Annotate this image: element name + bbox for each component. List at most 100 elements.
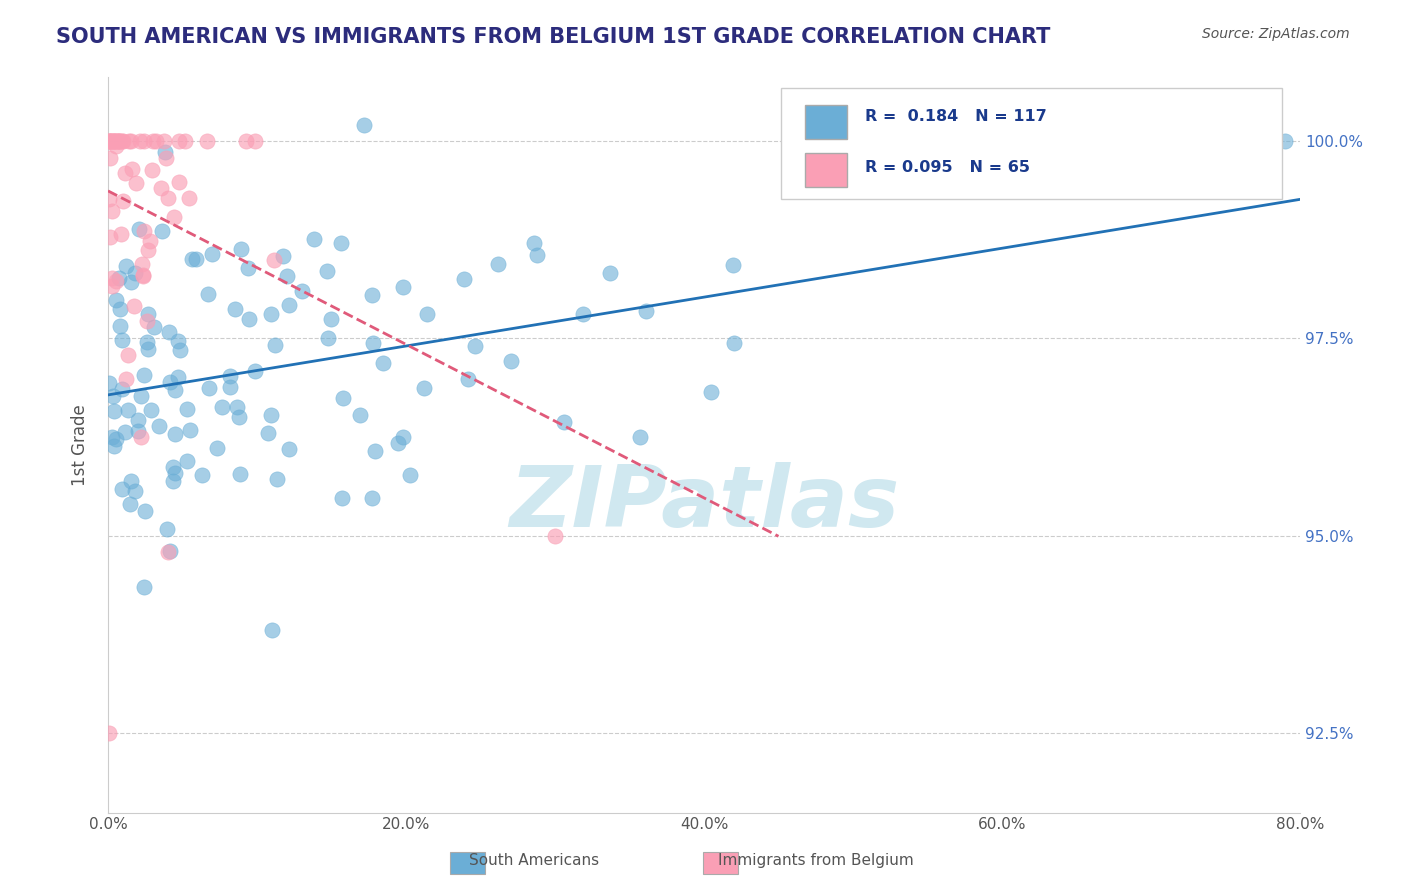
South Americans	[387, 436, 409, 450]
South Americans	[219, 369, 242, 384]
Immigrants from Belgium	[122, 299, 145, 313]
South Americans	[464, 338, 486, 352]
South Americans	[132, 368, 155, 382]
Immigrants from Belgium	[111, 134, 134, 148]
South Americans	[157, 325, 180, 339]
South Americans	[201, 247, 224, 261]
Immigrants from Belgium	[235, 134, 257, 148]
South Americans	[226, 401, 249, 415]
South Americans	[353, 118, 375, 132]
South Americans	[636, 303, 658, 318]
Text: Source: ZipAtlas.com: Source: ZipAtlas.com	[1202, 27, 1350, 41]
South Americans	[205, 441, 228, 455]
South Americans	[332, 391, 354, 405]
Immigrants from Belgium	[177, 191, 200, 205]
South Americans	[163, 383, 186, 397]
Text: R = 0.095   N = 65: R = 0.095 N = 65	[865, 160, 1031, 175]
Text: R =  0.184   N = 117: R = 0.184 N = 117	[865, 111, 1053, 128]
Text: SOUTH AMERICAN VS IMMIGRANTS FROM BELGIUM 1ST GRADE CORRELATION CHART: SOUTH AMERICAN VS IMMIGRANTS FROM BELGIU…	[56, 27, 1050, 46]
South Americans	[156, 522, 179, 536]
Immigrants from Belgium	[108, 134, 131, 148]
Immigrants from Belgium	[101, 134, 124, 148]
South Americans	[278, 442, 301, 456]
Immigrants from Belgium	[156, 190, 179, 204]
Text: R =  0.184   N = 117: R = 0.184 N = 117	[865, 110, 1046, 124]
Immigrants from Belgium	[97, 134, 120, 148]
South Americans	[136, 307, 159, 321]
South Americans	[302, 232, 325, 246]
Immigrants from Belgium	[101, 134, 124, 148]
South Americans	[361, 335, 384, 350]
South Americans	[136, 343, 159, 357]
Text: ZIPatlas: ZIPatlas	[509, 462, 898, 545]
South Americans	[628, 430, 651, 444]
South Americans	[291, 284, 314, 298]
South Americans	[392, 280, 415, 294]
South Americans	[148, 418, 170, 433]
South Americans	[412, 381, 434, 395]
South Americans	[453, 272, 475, 286]
South Americans	[111, 383, 134, 397]
South Americans	[721, 258, 744, 272]
Immigrants from Belgium	[108, 134, 131, 148]
South Americans	[101, 388, 124, 402]
Immigrants from Belgium	[167, 134, 190, 148]
South Americans	[364, 443, 387, 458]
South Americans	[163, 467, 186, 481]
South Americans	[260, 408, 283, 422]
South Americans	[191, 468, 214, 483]
Immigrants from Belgium	[104, 134, 127, 148]
Bar	[806, 105, 846, 139]
South Americans	[229, 242, 252, 256]
Immigrants from Belgium	[110, 227, 132, 241]
South Americans	[108, 302, 131, 317]
South Americans	[236, 261, 259, 276]
South Americans	[723, 335, 745, 350]
Immigrants from Belgium	[115, 372, 138, 386]
South Americans	[264, 338, 287, 352]
Immigrants from Belgium	[135, 314, 157, 328]
Immigrants from Belgium	[100, 134, 122, 148]
South Americans	[117, 403, 139, 417]
South Americans	[699, 385, 721, 400]
South Americans	[111, 333, 134, 347]
Immigrants from Belgium	[98, 134, 121, 148]
South Americans	[321, 312, 343, 326]
South Americans	[162, 460, 184, 475]
Immigrants from Belgium	[129, 430, 152, 444]
South Americans	[162, 474, 184, 488]
Immigrants from Belgium	[132, 269, 155, 284]
Immigrants from Belgium	[98, 192, 121, 206]
South Americans	[499, 354, 522, 368]
Immigrants from Belgium	[544, 529, 567, 543]
Immigrants from Belgium	[243, 134, 266, 148]
Immigrants from Belgium	[101, 203, 124, 218]
South Americans	[262, 623, 284, 637]
South Americans	[165, 426, 187, 441]
Immigrants from Belgium	[103, 134, 125, 148]
South Americans	[486, 257, 509, 271]
South Americans	[176, 453, 198, 467]
South Americans	[330, 491, 353, 506]
Immigrants from Belgium	[98, 151, 121, 165]
South Americans	[136, 335, 159, 350]
South Americans	[180, 252, 202, 266]
Immigrants from Belgium	[114, 165, 136, 179]
Immigrants from Belgium	[104, 134, 127, 148]
Immigrants from Belgium	[125, 176, 148, 190]
South Americans	[167, 369, 190, 384]
Immigrants from Belgium	[163, 210, 186, 224]
South Americans	[159, 375, 181, 389]
South Americans	[127, 424, 149, 438]
South Americans	[159, 543, 181, 558]
South Americans	[105, 432, 128, 446]
South Americans	[176, 402, 198, 417]
Immigrants from Belgium	[98, 134, 121, 148]
South Americans	[169, 343, 191, 358]
South Americans	[103, 404, 125, 418]
South Americans	[371, 355, 394, 369]
Immigrants from Belgium	[105, 274, 128, 288]
South Americans	[523, 236, 546, 251]
South Americans	[108, 318, 131, 333]
South Americans	[260, 307, 283, 321]
